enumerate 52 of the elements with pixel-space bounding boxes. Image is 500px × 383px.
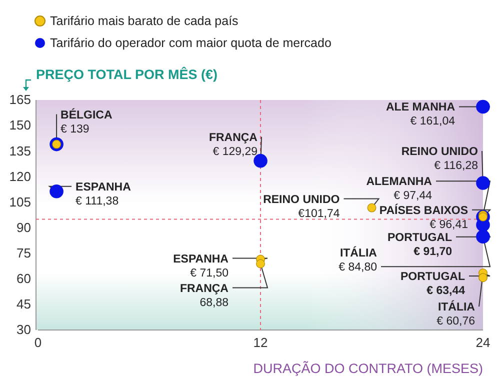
x-axis-title: DURAÇÃO DO CONTRATO (MESES) — [253, 361, 483, 376]
y-tick-label: 120 — [9, 168, 31, 184]
annotation: ALEMANHA — [366, 176, 432, 188]
annotation: REINO UNIDO — [263, 194, 340, 206]
data-label: € 60,76 — [436, 316, 475, 328]
annotation: PORTUGAL — [400, 271, 465, 284]
x-tick-label: 0 — [34, 335, 42, 350]
legend-label: Tarifário mais barato de cada país — [50, 14, 238, 28]
data-label: € 71,50 — [190, 267, 228, 280]
x-tick-label: 24 — [476, 335, 490, 350]
data-label: 68,88 — [200, 296, 228, 309]
data-label: € 111,38 — [76, 195, 119, 208]
data-label: € 63,44 — [426, 285, 466, 298]
y-tick-label: 75 — [16, 245, 31, 260]
annotation: ESPANHA — [76, 181, 131, 194]
data-label: € 116,28 — [434, 160, 478, 172]
y-tick-label: 105 — [9, 194, 31, 210]
data-label: € 84,80 — [338, 262, 377, 274]
data-label: € 139 — [60, 123, 90, 136]
point — [50, 184, 64, 198]
annotation: ESPANHA — [173, 253, 228, 266]
annotation: FRANÇA — [208, 132, 258, 144]
y-tick-label: 60 — [16, 271, 31, 286]
point — [478, 273, 488, 282]
y-tick-label: 90 — [16, 220, 31, 235]
annotation: REINO UNIDO — [401, 146, 478, 158]
y-tick-label: 135 — [9, 143, 31, 158]
data-label: € 97,44 — [394, 190, 433, 202]
annotation: ITÁLIA — [438, 300, 475, 314]
point — [367, 203, 376, 212]
y-tick-label: 165 — [9, 92, 31, 108]
point — [256, 259, 265, 268]
x-tick-label: 12 — [253, 335, 268, 350]
data-label: € 129,29 — [212, 146, 258, 158]
data-label: € 96,41 — [430, 218, 468, 231]
data-label: € 161,04 — [410, 116, 456, 128]
annotation: BÉLGICA — [60, 107, 112, 122]
point — [476, 100, 490, 114]
annotation: ITÁLIA — [340, 246, 377, 260]
annotation: PAÍSES BAIXOS — [379, 202, 468, 217]
point — [476, 176, 490, 190]
annotation: FRANÇA — [180, 282, 228, 295]
annotation: ALE MANHA — [386, 102, 455, 114]
y-tick-label: 30 — [16, 322, 31, 338]
y-tick-label: 150 — [9, 118, 31, 133]
y-tick-label: 45 — [16, 296, 31, 312]
point — [476, 230, 490, 244]
data-label: € 91,70 — [414, 246, 452, 258]
legend-label: Tarifário do operador com maior quota de mercado — [50, 36, 332, 50]
data-label: €101,74 — [298, 208, 340, 220]
y-axis-title: PREÇO TOTAL POR MÊS (€) — [36, 66, 218, 82]
annotation: PORTUGAL — [387, 232, 452, 244]
